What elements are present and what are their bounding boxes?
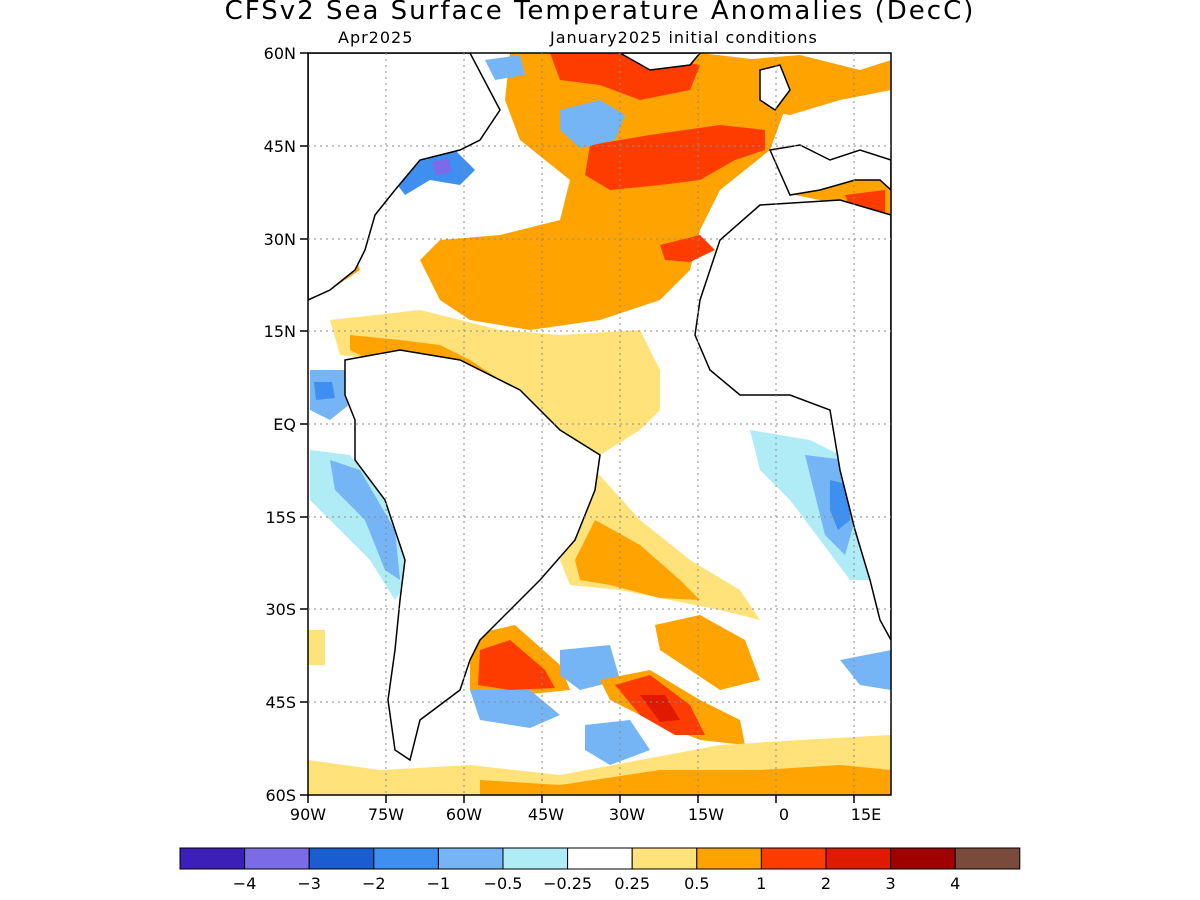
- land-mask: [308, 53, 891, 762]
- colorbar-swatch: [373, 847, 439, 870]
- colorbar-label: −0.25: [543, 874, 592, 893]
- y-tick-label: 30S: [265, 600, 296, 619]
- anomaly-region-pacific-colder: [314, 382, 335, 400]
- y-tick-label: EQ: [273, 415, 296, 434]
- africa-land: [694, 199, 891, 641]
- initial-conditions-label: January2025 initial conditions: [550, 28, 818, 47]
- graticule: [308, 53, 891, 795]
- anomaly-region-orange-bands: [655, 615, 760, 690]
- anomaly-region-argentina-red: [478, 640, 555, 690]
- colorbar-label: 3: [886, 874, 896, 893]
- colorbar-label: −0.5: [484, 874, 523, 893]
- anomaly-region-north-atlantic-hot: [585, 125, 765, 190]
- x-tick-label: 60W: [446, 805, 482, 824]
- anomaly-region-pacific-yellow: [308, 630, 325, 665]
- x-tick-label: 45W: [528, 805, 564, 824]
- colorbar-label: −2: [362, 874, 386, 893]
- anomaly-region-east-cold: [840, 650, 891, 690]
- x-axis-ticks: [307, 795, 855, 803]
- europe-land: [768, 144, 891, 196]
- colorbar-swatch: [890, 847, 956, 870]
- x-axis-labels: 90W 75W 60W 45W 30W 15W 0 15E: [290, 805, 881, 824]
- x-tick-label: 75W: [368, 805, 404, 824]
- colorbar-label: 2: [821, 874, 831, 893]
- colorbar-label: 4: [950, 874, 960, 893]
- anomaly-region-southern-belt-orange: [480, 765, 891, 795]
- greenland-land: [618, 53, 701, 71]
- colorbar-swatch: [308, 847, 375, 870]
- south-america-land: [344, 349, 601, 762]
- y-axis-ticks: [300, 52, 308, 796]
- anomaly-region-peru-colder: [330, 460, 400, 580]
- map-title: CFSv2 Sea Surface Temperature Anomalies …: [224, 0, 976, 26]
- y-tick-label: 60S: [265, 786, 296, 805]
- anomaly-region-canary-hot: [660, 235, 715, 262]
- colorbar-swatch: [437, 847, 504, 870]
- anomaly-region-southern-cold: [470, 690, 560, 728]
- colorbar-swatch: [696, 847, 762, 870]
- y-tick-label: 45S: [265, 693, 296, 712]
- colorbar-label: −3: [297, 874, 321, 893]
- anomaly-region-us-coast-colder: [432, 158, 452, 175]
- colorbar-swatch: [954, 847, 1021, 870]
- x-tick-label: 90W: [290, 805, 326, 824]
- y-tick-label: 60N: [264, 44, 296, 63]
- british-isles-land: [759, 64, 791, 112]
- colorbar-swatch: [631, 847, 698, 870]
- y-tick-label: 15N: [264, 322, 296, 341]
- x-tick-label: 30W: [609, 805, 645, 824]
- colorbar-label: 0.5: [684, 874, 709, 893]
- colorbar-swatch: [179, 847, 246, 870]
- x-tick-label: 15E: [851, 805, 881, 824]
- y-axis-labels: 60N 45N 30N 15N EQ 15S 30S 45S 60S: [264, 44, 296, 805]
- colorbar-label: −4: [233, 874, 257, 893]
- colorbar-swatch: [567, 847, 633, 870]
- y-tick-label: 45N: [264, 137, 296, 156]
- forecast-month-label: Apr2025: [338, 28, 414, 47]
- x-tick-label: 15W: [688, 805, 724, 824]
- colorbar-swatch: [760, 847, 827, 870]
- colorbar-swatch: [825, 847, 892, 870]
- anomaly-region-southern-cold-3: [585, 720, 650, 765]
- colorbar-label: 1: [756, 874, 766, 893]
- colorbar: −4 −3 −2 −1 −0.5 −0.25 0.25 0.5 1 2 3 4: [179, 847, 1021, 893]
- anomaly-region-north-atlantic-warm: [420, 53, 790, 330]
- colorbar-swatch: [244, 847, 310, 870]
- y-tick-label: 15S: [265, 508, 296, 527]
- y-tick-label: 30N: [264, 230, 296, 249]
- x-tick-label: 0: [779, 805, 789, 824]
- anomaly-region-labrador-cold: [560, 100, 625, 148]
- colorbar-label: 0.25: [614, 874, 650, 893]
- anomaly-region-southern-cold-2: [560, 645, 620, 690]
- colorbar-label: −1: [427, 874, 451, 893]
- anomaly-region-south-atlantic-orange: [575, 520, 700, 600]
- north-america-land: [308, 53, 501, 301]
- anomaly-region-labrador-cold-2: [485, 55, 525, 80]
- colorbar-swatch: [502, 847, 569, 870]
